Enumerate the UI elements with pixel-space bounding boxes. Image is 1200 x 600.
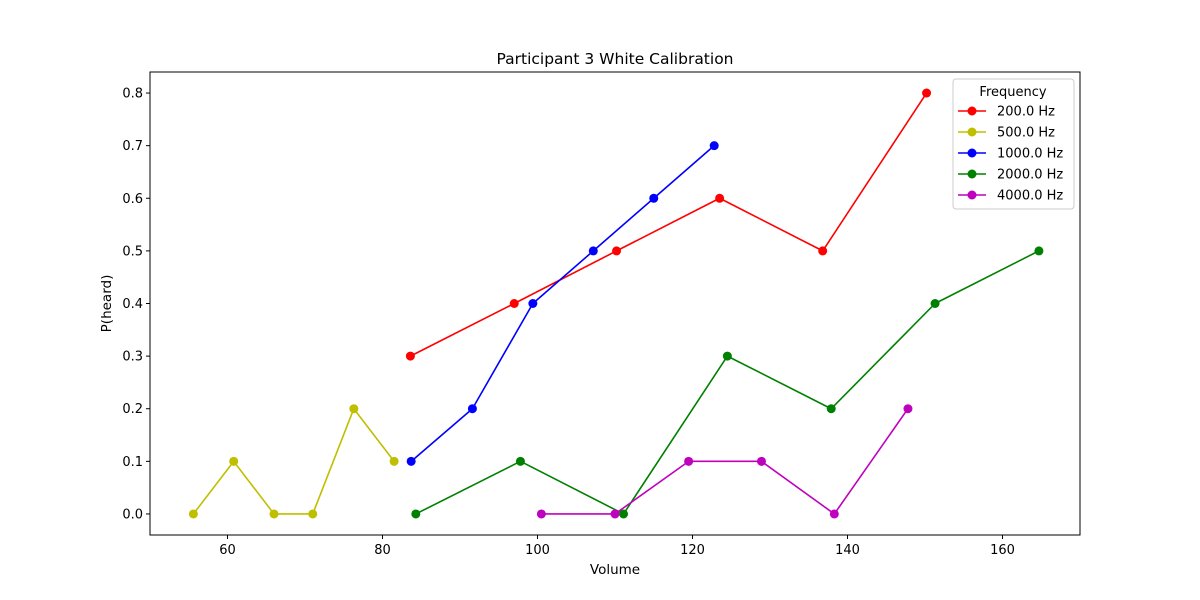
legend-item: 1000.0 Hz [958, 147, 1063, 162]
data-point [467, 404, 477, 414]
y-tick-label: 0.4 [122, 297, 143, 312]
y-tick-label: 0.5 [122, 244, 143, 259]
data-point [269, 509, 279, 519]
y-tick-label: 0.3 [122, 350, 143, 365]
x-axis-title: Volume [590, 562, 640, 578]
series-line [541, 408, 909, 515]
data-point [709, 141, 719, 151]
series-2 [406, 141, 719, 466]
legend-label: 500.0 Hz [997, 126, 1055, 141]
legend-marker [967, 169, 977, 179]
data-point [188, 509, 198, 519]
x-tick-label: 120 [680, 543, 705, 558]
legend-item: 200.0 Hz [958, 105, 1055, 120]
data-point [588, 246, 598, 256]
y-tick-label: 0.7 [122, 139, 143, 154]
data-point [722, 351, 732, 361]
legend-item: 2000.0 Hz [958, 168, 1063, 183]
x-tick-label: 140 [835, 543, 860, 558]
series-4 [536, 404, 913, 519]
data-point [411, 509, 421, 519]
data-point [229, 456, 239, 466]
legend-marker [967, 190, 977, 200]
data-point [818, 246, 828, 256]
legend-label: 1000.0 Hz [997, 147, 1063, 162]
series-layer [188, 88, 1044, 519]
y-axis-ticks: 0.0 0.1 0.2 0.3 0.4 0.5 0.6 0.7 0.8 [122, 87, 150, 522]
y-tick-label: 0.1 [122, 455, 143, 470]
chart-title: Participant 3 White Calibration [496, 50, 733, 68]
legend-label: 200.0 Hz [997, 105, 1055, 120]
data-point [405, 351, 415, 361]
legend-marker [967, 106, 977, 116]
legend-item: 4000.0 Hz [958, 189, 1063, 204]
data-point [715, 193, 725, 203]
data-point [684, 456, 694, 466]
data-point [829, 509, 839, 519]
data-point [528, 299, 538, 308]
y-tick-label: 0.8 [122, 87, 143, 102]
x-axis-ticks: 60 80 100 120 140 160 [219, 535, 1015, 558]
legend-title: Frequency [979, 85, 1046, 100]
legend-marker [967, 127, 977, 137]
series-0 [405, 88, 932, 361]
x-tick-label: 100 [525, 543, 550, 558]
y-tick-label: 0.2 [122, 402, 143, 417]
series-3 [411, 246, 1044, 519]
data-point [349, 404, 359, 414]
y-tick-label: 0.0 [122, 507, 143, 522]
data-point [619, 509, 629, 519]
legend-label: 2000.0 Hz [997, 168, 1063, 183]
series-1 [188, 404, 399, 519]
data-point [406, 456, 416, 466]
series-line [192, 407, 395, 515]
legend-items: 200.0 Hz 500.0 Hz 1000.0 Hz 2000.0 Hz 4000.0… [958, 105, 1063, 204]
data-point [649, 193, 659, 203]
legend-label: 4000.0 Hz [997, 189, 1063, 204]
data-point [826, 404, 836, 414]
data-point [389, 456, 399, 466]
x-tick-label: 80 [374, 543, 391, 558]
y-axis-title: P(heard) [99, 275, 115, 333]
data-point [610, 509, 620, 519]
data-point [922, 88, 932, 98]
series-line [410, 92, 928, 357]
plot-frame [149, 71, 1081, 536]
data-point [536, 509, 546, 519]
data-point [756, 456, 766, 466]
data-point [515, 456, 525, 466]
x-tick-label: 160 [990, 543, 1015, 558]
x-tick-label: 60 [219, 543, 236, 558]
data-point [308, 509, 318, 519]
data-point [930, 299, 940, 308]
legend-marker [967, 148, 977, 158]
series-line [410, 145, 715, 462]
data-point [1034, 246, 1044, 256]
y-tick-label: 0.6 [122, 192, 143, 207]
data-point [903, 404, 913, 414]
data-point [612, 246, 622, 256]
data-point [509, 299, 519, 308]
legend: Frequency 200.0 Hz 500.0 Hz 1000.0 Hz 2000.… [952, 78, 1075, 210]
plot-area [150, 72, 1080, 535]
legend-item: 500.0 Hz [958, 126, 1055, 141]
